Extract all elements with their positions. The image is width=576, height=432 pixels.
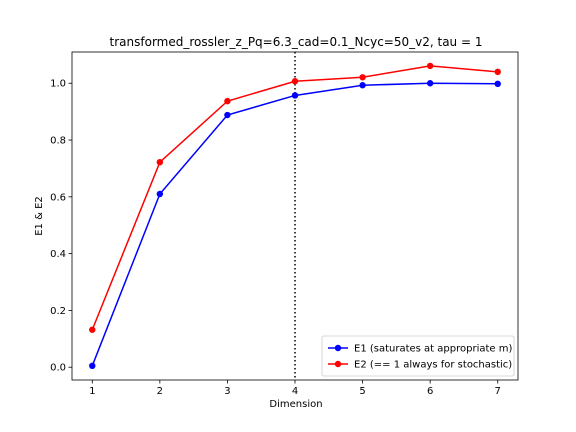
x-tick-label: 5 bbox=[359, 386, 365, 397]
x-tick-label: 6 bbox=[427, 386, 433, 397]
legend-marker bbox=[334, 360, 342, 368]
x-tick-label: 3 bbox=[224, 386, 230, 397]
series-1-point bbox=[494, 80, 501, 88]
series-1-point bbox=[291, 92, 299, 99]
series-2-point bbox=[426, 62, 434, 70]
y-tick-label: 0.8 bbox=[50, 136, 66, 147]
series-2-point bbox=[291, 78, 299, 85]
y-tick-label: 0.4 bbox=[50, 249, 66, 260]
series-2-point bbox=[359, 74, 366, 81]
x-tick-label: 2 bbox=[157, 386, 163, 397]
x-axis-label: Dimension bbox=[269, 399, 322, 410]
series-1-point bbox=[359, 82, 366, 89]
series-2-point bbox=[224, 97, 231, 105]
y-tick-label: 0.2 bbox=[50, 306, 66, 317]
legend-label: E1 (saturates at appropriate m) bbox=[354, 344, 512, 355]
y-tick-label: 0.0 bbox=[50, 363, 66, 374]
series-1-point bbox=[156, 190, 164, 198]
plot-area: 1 2 3 4 5 6 7 0.0 0.2 0.4 0.6 0.8 1.0 bbox=[50, 51, 519, 397]
x-tick-label: 4 bbox=[292, 386, 298, 397]
series-1-point bbox=[426, 80, 434, 87]
series-2-point bbox=[156, 158, 164, 166]
legend-label: E2 (== 1 always for stochastic) bbox=[354, 360, 512, 371]
legend-box bbox=[321, 335, 515, 377]
series-1-point bbox=[224, 111, 231, 119]
y-tick-label: 0.6 bbox=[50, 192, 66, 203]
x-tick-label: 7 bbox=[495, 386, 501, 397]
series-1-point bbox=[89, 362, 96, 370]
y-axis-label: E1 & E2 bbox=[34, 196, 45, 236]
chart-title: transformed_rossler_z_Pq=6.3_cad=0.1_Ncy… bbox=[110, 35, 483, 49]
legend-marker bbox=[334, 344, 342, 352]
x-tick-label: 1 bbox=[89, 386, 95, 397]
series-2-point bbox=[89, 326, 96, 333]
series-2-point bbox=[494, 68, 501, 76]
chart-legend: E1 (saturates at appropriate m) E2 (== 1 … bbox=[321, 335, 515, 377]
y-tick-label: 1.0 bbox=[50, 79, 66, 90]
